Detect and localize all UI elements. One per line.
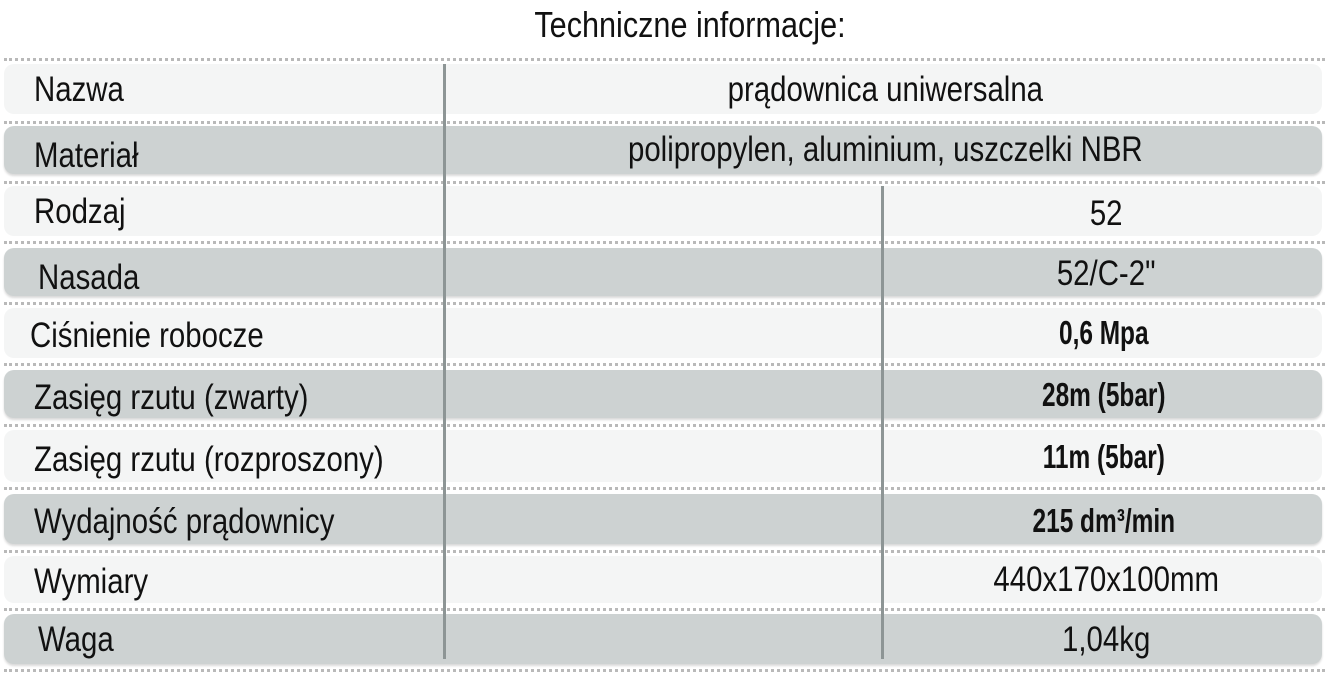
row-divider (4, 241, 1325, 244)
row-value-wymiary: 440x170x100mm (993, 560, 1219, 599)
row-divider (4, 121, 1325, 124)
table-row (4, 126, 1322, 174)
table-row (4, 614, 1322, 664)
row-value-nasada: 52/C-2" (1056, 254, 1156, 293)
row-divider (4, 487, 1325, 490)
table-row (4, 556, 1322, 603)
row-value-waga: 1,04kg (1062, 620, 1151, 659)
table-row (4, 370, 1322, 418)
row-label-zasieg-zwarty: Zasięg rzutu (zwarty) (34, 378, 309, 417)
page-title: Techniczne informacje: (534, 4, 846, 45)
table-row (4, 494, 1322, 544)
row-divider (4, 58, 1325, 61)
row-label-cisnienie: Ciśnienie robocze (30, 316, 264, 355)
row-label-nazwa: Nazwa (34, 70, 124, 109)
row-label-wydajnosc: Wydajność prądownicy (34, 502, 335, 541)
row-value-rodzaj: 52 (1089, 194, 1123, 233)
column-divider (881, 186, 884, 659)
row-divider (4, 669, 1325, 672)
row-divider (4, 181, 1325, 184)
row-label-wymiary: Wymiary (34, 562, 149, 601)
row-label-waga: Waga (38, 620, 114, 659)
row-value-wydajnosc: 215 dm³/min (1032, 502, 1176, 539)
row-value-nazwa: prądownica uniwersalna (727, 70, 1044, 109)
row-label-rodzaj: Rodzaj (34, 192, 126, 231)
row-divider (4, 550, 1325, 553)
row-value-material: polipropylen, aluminium, uszczelki NBR (627, 130, 1143, 169)
row-value-zasieg-zwarty: 28m (5bar) (1042, 376, 1166, 413)
table-row (4, 186, 1322, 236)
table-row (4, 430, 1322, 482)
row-label-nasada: Nasada (38, 258, 140, 297)
column-divider (443, 64, 446, 659)
row-label-material: Materiał (34, 136, 139, 175)
row-divider (4, 302, 1325, 305)
row-divider (4, 363, 1325, 366)
table-row (4, 308, 1322, 358)
table-row (4, 64, 1322, 114)
row-divider (4, 608, 1325, 611)
row-label-zasieg-rozproszony: Zasięg rzutu (rozproszony) (34, 440, 384, 479)
row-value-cisnienie: 0,6 Mpa (1058, 314, 1149, 351)
row-value-zasieg-rozproszony: 11m (5bar) (1042, 438, 1165, 475)
table-row (4, 248, 1322, 296)
row-divider (4, 424, 1325, 427)
